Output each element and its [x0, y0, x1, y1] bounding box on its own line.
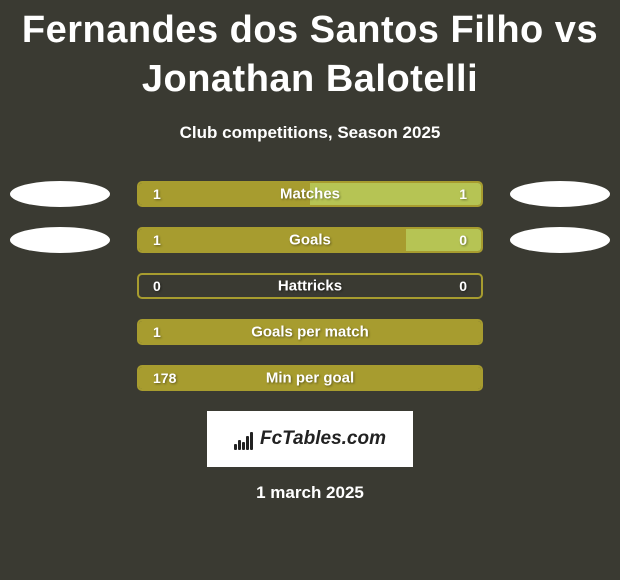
stat-bar: 1 Goals per match — [137, 319, 483, 345]
stat-bar: 0 Hattricks 0 — [137, 273, 483, 299]
p1-ellipse — [10, 227, 110, 253]
stats-list: 1 Matches 1 1 Goals 0 0 Hattri — [0, 181, 620, 391]
stat-label: Matches — [139, 185, 481, 202]
subtitle: Club competitions, Season 2025 — [0, 123, 620, 143]
p2-value: 0 — [459, 278, 467, 294]
stat-label: Min per goal — [139, 369, 481, 386]
stat-label: Goals per match — [139, 323, 481, 340]
p2-value: 1 — [459, 186, 467, 202]
page-title: Fernandes dos Santos Filho vs Jonathan B… — [0, 6, 620, 105]
p1-ellipse — [10, 181, 110, 207]
stat-row-min-per-goal: 178 Min per goal — [0, 365, 620, 391]
p2-value: 0 — [459, 232, 467, 248]
comparison-card: Fernandes dos Santos Filho vs Jonathan B… — [0, 0, 620, 580]
stat-bar: 178 Min per goal — [137, 365, 483, 391]
p2-ellipse — [510, 181, 610, 207]
stat-row-hattricks: 0 Hattricks 0 — [0, 273, 620, 299]
logo-text: FcTables.com — [260, 428, 386, 450]
stat-row-goals-per-match: 1 Goals per match — [0, 319, 620, 345]
barchart-icon — [234, 428, 256, 450]
logo-box: FcTables.com — [207, 411, 413, 467]
stat-label: Goals — [139, 231, 481, 248]
date-label: 1 march 2025 — [0, 483, 620, 503]
stat-row-matches: 1 Matches 1 — [0, 181, 620, 207]
stat-bar: 1 Goals 0 — [137, 227, 483, 253]
stat-label: Hattricks — [139, 277, 481, 294]
stat-bar: 1 Matches 1 — [137, 181, 483, 207]
stat-row-goals: 1 Goals 0 — [0, 227, 620, 253]
p2-ellipse — [510, 227, 610, 253]
